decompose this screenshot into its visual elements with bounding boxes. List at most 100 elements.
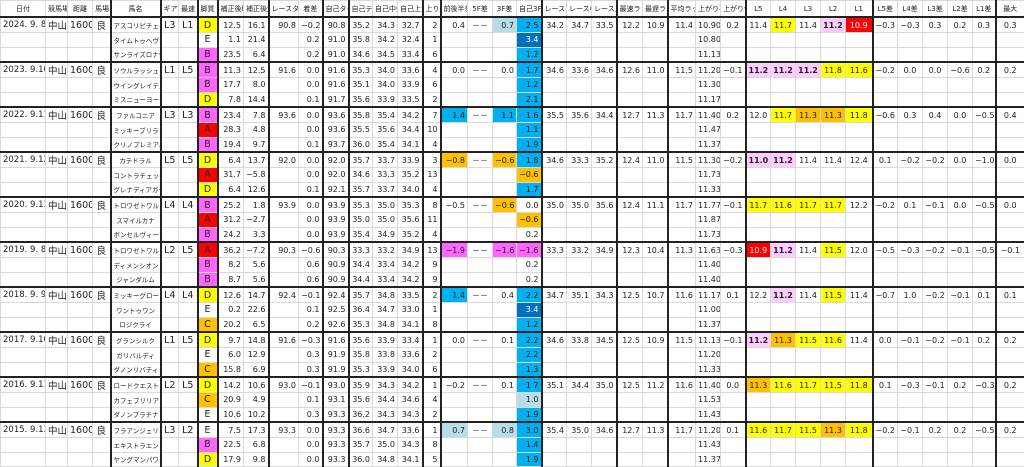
lap-diffs-3-cell[interactable]: 0.0 bbox=[948, 107, 973, 123]
max-cell[interactable]: 0.2 bbox=[996, 62, 1024, 78]
race-ten-cell[interactable]: 33.3 bbox=[542, 242, 567, 258]
column-header[interactable]: レースタイム bbox=[269, 1, 299, 18]
fastest-cell[interactable] bbox=[179, 168, 198, 183]
margin-cell[interactable]: 0.3 bbox=[299, 362, 323, 377]
race-mid-cell[interactable] bbox=[567, 348, 592, 363]
going-cell[interactable] bbox=[93, 317, 111, 332]
race-agari-cell[interactable]: 35.0 bbox=[592, 377, 617, 393]
lap-diffs-1-cell[interactable]: 1.0 bbox=[898, 287, 923, 303]
lap-diffs-4-cell[interactable] bbox=[973, 348, 996, 363]
agari-dev-cell[interactable] bbox=[721, 258, 746, 273]
margin-cell[interactable]: 0.6 bbox=[299, 258, 323, 273]
mid-cell[interactable]: 34.7 bbox=[373, 422, 398, 438]
mid-cell[interactable]: 35.0 bbox=[373, 197, 398, 213]
lap-diffs-1-cell[interactable]: 0.3 bbox=[898, 107, 923, 123]
mid-cell[interactable]: 35.0 bbox=[373, 438, 398, 453]
h1-cell[interactable]: 8.2 bbox=[218, 258, 244, 273]
lap-diffs-2-cell[interactable]: 0.3 bbox=[923, 17, 948, 33]
laps-0-cell[interactable] bbox=[746, 348, 771, 363]
date-cell[interactable]: 2020. 9.13 bbox=[1, 197, 46, 213]
column-header[interactable]: 着差 bbox=[299, 1, 323, 18]
laps-4-cell[interactable] bbox=[846, 317, 873, 332]
self3f-cell[interactable]: 1.9 bbox=[517, 407, 542, 422]
distance-cell[interactable]: 1600 bbox=[68, 242, 93, 258]
laps-3-cell[interactable] bbox=[821, 438, 846, 453]
lap-diffs-4-cell[interactable] bbox=[973, 393, 996, 408]
f5-cell[interactable] bbox=[468, 258, 493, 273]
zengo-cell[interactable] bbox=[441, 168, 468, 183]
race-ten-cell[interactable]: 34.6 bbox=[542, 152, 567, 168]
time-cell[interactable]: 91.6 bbox=[323, 332, 349, 348]
course-cell[interactable] bbox=[46, 182, 68, 197]
course-cell[interactable] bbox=[46, 168, 68, 183]
h1-cell[interactable]: 17.7 bbox=[218, 78, 244, 93]
agari-avg-cell[interactable]: 11.37 bbox=[696, 137, 721, 152]
distance-cell[interactable] bbox=[68, 303, 93, 318]
lap-diffs-1-cell[interactable] bbox=[898, 452, 923, 467]
laps-3-cell[interactable] bbox=[821, 92, 846, 107]
avg-lap-cell[interactable] bbox=[668, 272, 696, 287]
laps-2-cell[interactable] bbox=[796, 348, 821, 363]
laps-0-cell[interactable] bbox=[746, 407, 771, 422]
course-cell[interactable]: 中山 bbox=[46, 377, 68, 393]
max-cell[interactable]: −0.1 bbox=[996, 242, 1024, 258]
agari-cell[interactable]: 34.6 bbox=[398, 393, 423, 408]
zengo-cell[interactable]: −0.2 bbox=[441, 377, 468, 393]
lap-diffs-4-cell[interactable] bbox=[973, 227, 996, 242]
lap-diffs-2-cell[interactable] bbox=[923, 258, 948, 273]
self3f-cell[interactable]: 2.1 bbox=[517, 92, 542, 107]
fastest-cell[interactable]: L5 bbox=[179, 62, 198, 78]
laps-1-cell[interactable] bbox=[771, 137, 796, 152]
lap-diffs-1-cell[interactable] bbox=[898, 78, 923, 93]
avg-lap-cell[interactable] bbox=[668, 182, 696, 197]
laps-3-cell[interactable] bbox=[821, 407, 846, 422]
zengo-cell[interactable] bbox=[441, 303, 468, 318]
h1-cell[interactable]: 6.4 bbox=[218, 152, 244, 168]
agari-dev-cell[interactable] bbox=[721, 272, 746, 287]
laps-2-cell[interactable]: 11.5 bbox=[796, 422, 821, 438]
laps-0-cell[interactable]: 11.6 bbox=[746, 422, 771, 438]
lap-diffs-2-cell[interactable] bbox=[923, 137, 948, 152]
avg-lap-cell[interactable] bbox=[668, 303, 696, 318]
race-ten-cell[interactable] bbox=[542, 92, 567, 107]
laps-4-cell[interactable]: 11.4 bbox=[846, 287, 873, 303]
race-agari-cell[interactable] bbox=[592, 272, 617, 287]
lap-diffs-0-cell[interactable]: −0.3 bbox=[873, 17, 898, 33]
style-cell[interactable]: D bbox=[198, 332, 218, 348]
laps-3-cell[interactable]: 11.5 bbox=[821, 287, 846, 303]
agari-cell[interactable]: 34.3 bbox=[398, 438, 423, 453]
slow-lap-cell[interactable]: 10.9 bbox=[643, 17, 668, 33]
rank-cell[interactable]: 1 bbox=[423, 377, 441, 393]
column-header[interactable]: L2差 bbox=[948, 1, 973, 18]
mid-cell[interactable]: 34.4 bbox=[373, 393, 398, 408]
race-time-cell[interactable] bbox=[269, 407, 299, 422]
agari-cell[interactable]: 32.4 bbox=[398, 33, 423, 48]
self3f-cell[interactable]: 1.7 bbox=[517, 62, 542, 78]
race-mid-cell[interactable] bbox=[567, 393, 592, 408]
lap-diffs-1-cell[interactable] bbox=[898, 362, 923, 377]
self3f-cell[interactable]: 3.4 bbox=[517, 33, 542, 48]
race-time-cell[interactable]: 93.3 bbox=[269, 422, 299, 438]
lap-diffs-2-cell[interactable] bbox=[923, 123, 948, 138]
max-cell[interactable]: 0.0 bbox=[996, 152, 1024, 168]
lap-diffs-2-cell[interactable]: −0.2 bbox=[923, 287, 948, 303]
lap-diffs-0-cell[interactable]: −0.6 bbox=[873, 107, 898, 123]
laps-1-cell[interactable] bbox=[771, 362, 796, 377]
agari-avg-cell[interactable]: 11.17 bbox=[696, 92, 721, 107]
name-cell[interactable]: フラアンジェリコ bbox=[111, 422, 161, 438]
ten-cell[interactable]: 35.1 bbox=[349, 78, 373, 93]
ten-cell[interactable]: 36.0 bbox=[349, 452, 373, 467]
h1-cell[interactable]: 1.1 bbox=[218, 33, 244, 48]
race-time-cell[interactable]: 92.0 bbox=[269, 152, 299, 168]
mid-cell[interactable]: 35.4 bbox=[373, 137, 398, 152]
laps-4-cell[interactable] bbox=[846, 182, 873, 197]
self3f-cell[interactable]: 2.5 bbox=[517, 17, 542, 33]
rank-cell[interactable]: 1 bbox=[423, 332, 441, 348]
h1-cell[interactable]: 10.6 bbox=[218, 407, 244, 422]
slow-lap-cell[interactable] bbox=[643, 407, 668, 422]
laps-1-cell[interactable]: 11.6 bbox=[771, 197, 796, 213]
agari-cell[interactable]: 35.2 bbox=[398, 168, 423, 183]
column-header[interactable]: 最遅ラップ bbox=[643, 1, 668, 18]
style-cell[interactable]: E bbox=[198, 348, 218, 363]
avg-lap-cell[interactable] bbox=[668, 78, 696, 93]
